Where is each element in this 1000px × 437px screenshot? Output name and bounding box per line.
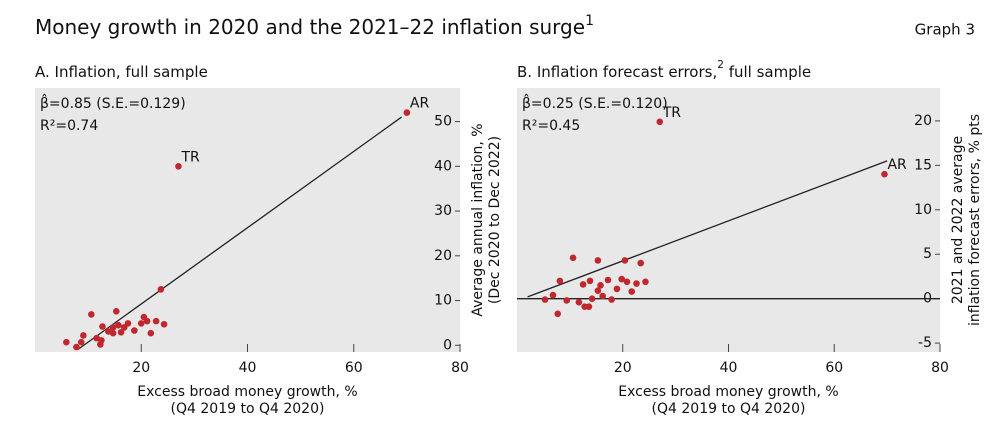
point xyxy=(579,281,587,288)
y-tick-label: 40 xyxy=(434,158,452,174)
point xyxy=(597,282,604,289)
point xyxy=(594,257,602,264)
title-text: A. Inflation, full sample xyxy=(35,63,208,81)
point xyxy=(88,311,95,318)
title-superscript: 2 xyxy=(717,59,724,71)
x-axis-label: (Q4 2019 to Q4 2020) xyxy=(171,401,325,417)
point xyxy=(556,277,564,285)
point xyxy=(628,288,636,295)
point xyxy=(175,163,182,170)
point xyxy=(594,287,602,294)
point xyxy=(112,307,120,315)
point xyxy=(642,278,649,286)
y-tick-label: 30 xyxy=(434,203,452,219)
annotation: β̂=0.85 (S.E.=0.129) xyxy=(40,93,186,112)
point xyxy=(541,296,549,303)
point-label: TR xyxy=(180,149,200,165)
point xyxy=(131,327,138,334)
x-tick-label: 40 xyxy=(239,360,257,376)
point xyxy=(881,170,888,178)
point xyxy=(403,109,411,116)
point xyxy=(80,332,87,339)
point xyxy=(63,338,70,346)
point xyxy=(613,285,621,293)
point xyxy=(637,259,645,267)
x-axis-label: (Q4 2019 to Q4 2020) xyxy=(652,401,806,417)
annotation: R²=0.74 xyxy=(40,118,98,134)
point xyxy=(152,317,160,325)
point xyxy=(569,254,577,262)
y-tick-label: 5 xyxy=(923,246,932,262)
point xyxy=(599,292,606,300)
y-tick-label: 20 xyxy=(914,113,932,129)
plot-background xyxy=(517,88,940,352)
title-text: B. Inflation forecast errors, xyxy=(517,63,717,81)
point xyxy=(124,320,132,327)
point xyxy=(73,343,80,351)
x-tick-label: 60 xyxy=(825,360,843,376)
point xyxy=(143,317,151,325)
x-tick-label: 80 xyxy=(451,360,469,376)
y-axis-label: inflation forecast errors, % pts xyxy=(967,114,983,326)
x-tick-label: 20 xyxy=(614,360,632,376)
y-axis-label: (Dec 2020 to Dec 2022) xyxy=(487,136,503,304)
point xyxy=(99,323,106,330)
graph-label: Graph 3 xyxy=(915,21,975,39)
y-tick-label: 20 xyxy=(434,248,452,264)
y-axis-label: Average annual inflation, % xyxy=(470,123,486,316)
plot-background xyxy=(35,88,460,352)
y-tick-label: 15 xyxy=(914,157,932,173)
title-text: Money growth in 2020 and the 2021–22 inf… xyxy=(35,15,585,39)
annotation: R²=0.45 xyxy=(522,118,580,134)
fit-line xyxy=(527,160,888,298)
y-tick-label: 10 xyxy=(434,293,452,309)
x-tick-label: 80 xyxy=(931,360,949,376)
point xyxy=(554,310,562,318)
page-title: Money growth in 2020 and the 2021–22 inf… xyxy=(35,13,594,39)
point-label: AR xyxy=(410,96,430,112)
y-tick-label: 10 xyxy=(914,202,932,218)
title-text: full sample xyxy=(724,63,811,81)
point xyxy=(586,277,594,285)
y-tick-label: 50 xyxy=(434,114,452,130)
point-label: AR xyxy=(887,157,907,173)
x-tick-label: 60 xyxy=(345,360,363,376)
point xyxy=(575,298,583,306)
x-tick-label: 20 xyxy=(132,360,150,376)
annotation: β̂=0.25 (S.E.=0.120) xyxy=(522,93,668,112)
point xyxy=(98,337,105,344)
point xyxy=(618,275,625,283)
point xyxy=(585,303,593,310)
point xyxy=(109,324,117,331)
x-axis-label: Excess broad money growth, % xyxy=(618,384,838,400)
y-axis-label: 2021 and 2022 average xyxy=(950,136,966,304)
x-axis-label: Excess broad money growth, % xyxy=(137,384,357,400)
title-superscript: 1 xyxy=(585,13,594,29)
point xyxy=(656,118,664,126)
point xyxy=(623,278,631,286)
point xyxy=(633,280,640,287)
y-tick-label: -5 xyxy=(918,335,932,351)
point xyxy=(109,329,117,337)
fit-line xyxy=(77,116,402,351)
point-label: TR xyxy=(662,105,682,121)
point xyxy=(588,295,596,302)
panel-title: B. Inflation forecast errors,2 full samp… xyxy=(517,59,811,81)
point xyxy=(549,291,557,299)
point xyxy=(117,329,125,336)
y-tick-label: 0 xyxy=(443,337,452,353)
point xyxy=(157,286,165,293)
point xyxy=(160,320,168,328)
point xyxy=(621,257,629,264)
x-tick-label: 40 xyxy=(720,360,738,376)
point xyxy=(137,320,145,327)
point xyxy=(608,296,615,303)
point xyxy=(563,297,571,304)
point xyxy=(604,276,612,284)
panel-title: A. Inflation, full sample xyxy=(35,63,208,81)
point xyxy=(77,338,85,346)
point xyxy=(147,329,155,337)
point xyxy=(115,321,122,329)
